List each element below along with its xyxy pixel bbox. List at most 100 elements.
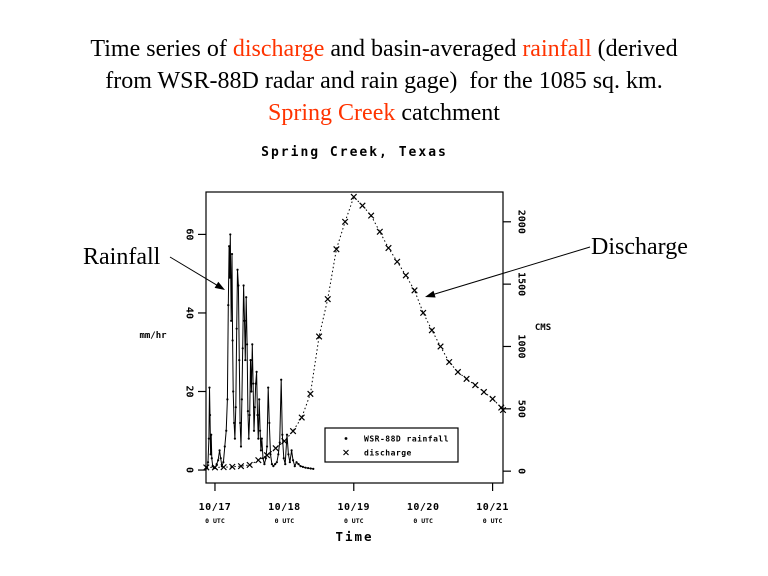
dot-marker — [263, 463, 266, 466]
title-line: Time series of discharge and basin-avera… — [0, 33, 768, 65]
x-marker — [272, 444, 279, 452]
dot-marker — [245, 296, 248, 299]
dot-marker — [239, 421, 242, 425]
dot-marker — [230, 252, 234, 256]
dot-marker — [269, 453, 272, 456]
dot-marker — [217, 459, 220, 462]
x-axis: 10/17 0 UTC 10/18 0 UTC 10/19 0 UTC 10/20 0 UTC… — [199, 483, 508, 544]
x-axis-date-label: 10/19 — [337, 502, 370, 513]
x-marker — [220, 463, 227, 471]
dot-marker — [285, 433, 289, 436]
dot-marker — [257, 437, 260, 440]
title-segment: (derived — [591, 36, 678, 62]
dot-marker — [222, 461, 225, 464]
dot-marker — [275, 461, 278, 464]
x-marker — [237, 462, 245, 470]
dot-marker — [239, 445, 243, 448]
chart-title: Spring Creek, Texas — [261, 145, 446, 160]
dot-marker — [247, 437, 250, 440]
dot-marker — [219, 457, 222, 460]
x-marker — [393, 258, 401, 265]
dot-marker — [280, 378, 283, 381]
series-line — [205, 234, 314, 470]
x-marker — [315, 333, 323, 340]
dot-marker — [267, 386, 270, 389]
x-axis-date-label: 10/20 — [407, 502, 440, 513]
x-axis-utc-label: 0 UTC — [344, 517, 364, 525]
dot-marker — [229, 233, 232, 236]
dot-marker — [232, 390, 235, 393]
dot-marker — [246, 410, 250, 413]
rainfall-series — [204, 233, 315, 470]
dot-marker — [234, 406, 237, 409]
dot-marker — [278, 441, 281, 444]
dot-marker — [207, 437, 210, 440]
dot-marker — [284, 463, 287, 466]
dot-marker — [228, 245, 231, 248]
x-axis-utc-label: 0 UTC — [205, 517, 225, 525]
x-marker — [472, 381, 479, 389]
dot-marker — [251, 343, 254, 346]
x-marker — [324, 295, 331, 303]
rainfall-arrow — [169, 256, 225, 290]
dot-marker — [233, 437, 237, 440]
dot-marker — [240, 398, 243, 401]
x-marker — [376, 228, 384, 235]
x-marker — [367, 212, 375, 219]
dot-marker — [287, 453, 290, 456]
dot-marker — [290, 449, 293, 452]
dot-marker — [256, 413, 259, 417]
dot-marker — [228, 276, 231, 279]
discharge-series — [203, 193, 507, 471]
dot-marker — [230, 319, 233, 322]
title-segment: Time series of — [90, 36, 233, 62]
x-marker — [281, 437, 288, 445]
x-marker — [385, 244, 392, 252]
rainfall-annotation-label: Rainfall — [83, 244, 161, 270]
x-marker — [411, 287, 418, 294]
dot-marker — [301, 465, 304, 468]
legend: WSR-88D rainfall discharge — [324, 427, 459, 463]
dot-marker — [208, 386, 211, 389]
x-marker — [463, 375, 470, 383]
dot-marker — [218, 449, 221, 452]
dot-marker — [288, 461, 291, 464]
title-line: Spring Creek catchment — [0, 97, 768, 129]
dot-marker — [208, 413, 212, 417]
x-marker — [341, 218, 349, 226]
dot-marker — [295, 461, 298, 464]
title-segment: from WSR-88D radar and rain gage) for th… — [105, 68, 663, 94]
x-axis-title: Time — [335, 529, 373, 544]
x-marker — [246, 461, 253, 469]
right-axis-tick-label: 0 — [516, 468, 527, 474]
dot-marker — [255, 370, 258, 373]
dot-marker — [268, 421, 271, 425]
x-marker — [203, 464, 210, 471]
dot-marker — [237, 284, 240, 287]
x-axis-utc-label: 0 UTC — [483, 517, 503, 525]
x-marker — [263, 451, 271, 459]
dot-marker — [270, 463, 274, 466]
x-axis-date-label: 10/18 — [268, 502, 301, 513]
left-axis-tick-label: 0 — [184, 467, 195, 473]
x-marker — [307, 390, 314, 398]
dot-marker — [272, 465, 275, 468]
x-marker — [350, 193, 358, 201]
x-marker — [333, 246, 340, 253]
dot-marker — [291, 459, 295, 462]
dot-marker — [309, 467, 312, 470]
dot-marker — [223, 445, 226, 448]
dot-marker — [244, 358, 247, 362]
dot-marker — [226, 398, 229, 401]
legend-box — [324, 427, 459, 463]
dot-marker — [225, 429, 228, 432]
dot-marker — [241, 347, 244, 350]
title-segment: and basin-averaged — [324, 36, 523, 62]
right-axis-tick-label: 500 — [516, 400, 527, 418]
dot-marker — [304, 466, 307, 469]
x-axis-utc-label: 0 UTC — [275, 517, 295, 525]
dot-marker — [261, 457, 265, 460]
dot-marker — [248, 413, 251, 417]
title-segment: catchment — [395, 100, 500, 126]
